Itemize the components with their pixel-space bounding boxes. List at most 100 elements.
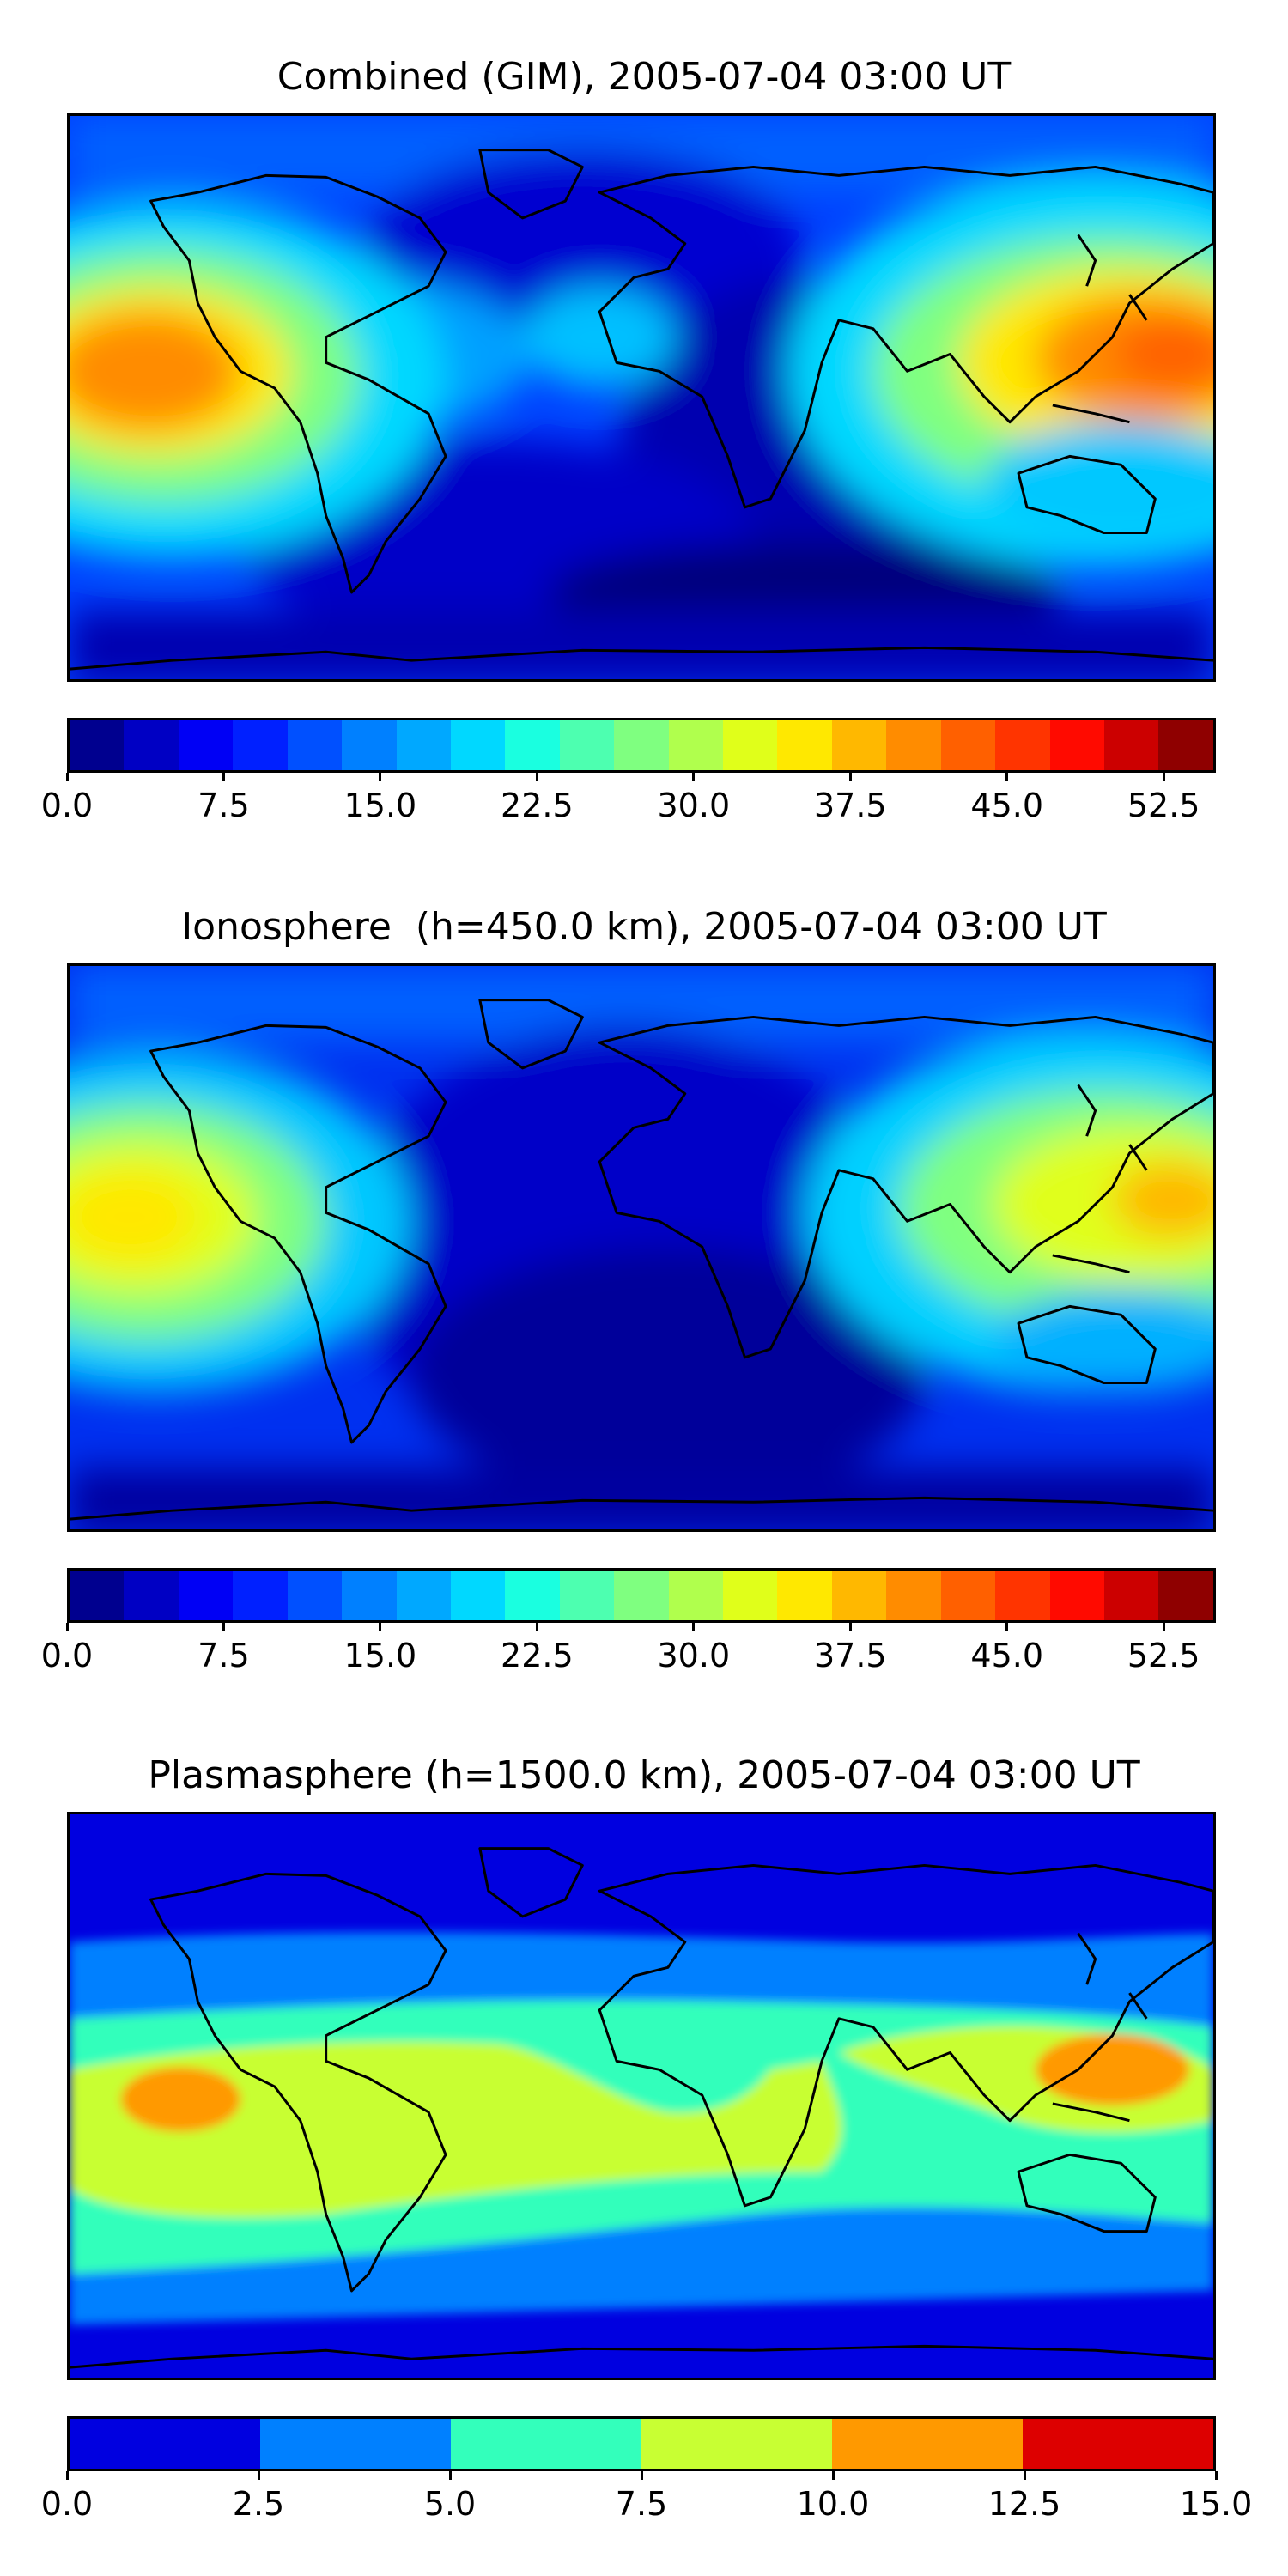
colorbar-tick [222,773,225,781]
colorbar-tick [1023,2471,1026,2480]
colorbar-segment [505,1571,560,1620]
colorbar-segment [668,720,724,770]
colorbar-segment [124,1571,179,1620]
colorbar-segment [723,720,778,770]
colorbar-tick [1005,1623,1009,1631]
colorbar-segment [178,1571,234,1620]
colorbar-segment [233,1571,288,1620]
colorbar-tick [257,2471,260,2480]
colorbar-tick-label: 37.5 [813,1637,887,1674]
colorbar-tick-label: 12.5 [987,2485,1061,2523]
colorbar-segment [559,1571,615,1620]
colorbar-plasmasphere [67,2416,1216,2471]
colorbar-tick [848,1623,852,1631]
colorbar-segment [287,720,343,770]
colorbar-ionosphere [67,1568,1216,1623]
colorbar-ticks-plasmasphere: 0.0 2.5 5.0 7.5 10.0 12.5 15.0 [41,2471,1252,2531]
colorbar-segment [723,1571,778,1620]
map-ionosphere [67,963,1216,1532]
colorbar-segment [831,720,887,770]
colorbar-tick-label: 45.0 [970,1637,1044,1674]
panel-title-combined: Combined (GIM), 2005-07-04 03:00 UT [276,55,1012,99]
colorbar-segment [777,1571,832,1620]
colorbar-segment [178,720,234,770]
colorbar-segment [124,720,179,770]
colorbar-segment [1158,1571,1213,1620]
colorbar-tick [692,1623,696,1631]
colorbar-segment [342,1571,397,1620]
colorbar-tick-label: 0.0 [40,2485,94,2523]
map-combined [67,113,1216,682]
colorbar-segment [505,720,560,770]
colorbar-tick [831,2471,835,2480]
colorbar-tick-label: 7.5 [615,2485,668,2523]
colorbar-tick-label: 15.0 [1179,2485,1253,2523]
colorbar-tick-label: 15.0 [343,1637,417,1674]
colorbar-tick [535,773,538,781]
colorbar-tick [222,1623,225,1631]
colorbar-tick-label: 22.5 [501,787,574,824]
colorbar-tick-label: 30.0 [657,787,731,824]
colorbar-tick-label: 0.0 [40,787,94,824]
colorbar-segment [1158,720,1213,770]
colorbar-segment [641,2419,832,2469]
colorbar-segment [70,1571,125,1620]
colorbar-ticks-combined: 0.0 7.5 15.0 22.5 30.0 37.5 45.0 52.5 [41,773,1216,833]
colorbar-tick-label: 15.0 [343,787,417,824]
colorbar-segment [1104,720,1159,770]
colorbar-tick-label: 30.0 [657,1637,731,1674]
colorbar-segment [668,1571,724,1620]
colorbar-segment [450,720,506,770]
colorbar-tick [535,1623,538,1631]
colorbar-segment [287,1571,343,1620]
colorbar-tick-label: 45.0 [970,787,1044,824]
colorbar-segment [995,720,1050,770]
colorbar-segment [614,720,669,770]
colorbar-tick [640,2471,643,2480]
colorbar-tick [379,773,382,781]
colorbar-segment [342,720,397,770]
colorbar-tick-label: 10.0 [796,2485,870,2523]
colorbar-ticks-ionosphere: 0.0 7.5 15.0 22.5 30.0 37.5 45.0 52.5 [41,1623,1216,1683]
colorbar-tick [692,773,696,781]
colorbar-tick-label: 7.5 [197,787,250,824]
colorbar-segment [614,1571,669,1620]
colorbar-tick-label: 0.0 [40,1637,94,1674]
colorbar-segment [1104,1571,1159,1620]
colorbar-segment [831,1571,887,1620]
colorbar-segment [233,720,288,770]
colorbar-tick [1162,1623,1165,1631]
colorbar-tick-label: 37.5 [813,787,887,824]
colorbar-tick [848,773,852,781]
colorbar-segment [940,1571,996,1620]
colorbar-segment [450,1571,506,1620]
colorbar-tick [65,1623,69,1631]
colorbar-segment [940,720,996,770]
map-plasmasphere [67,1812,1216,2380]
colorbar-segment [260,2419,451,2469]
colorbar-tick [65,2471,69,2480]
colorbar-segment [832,2419,1023,2469]
colorbar-segment [559,720,615,770]
panel-title-ionosphere: Ionosphere (h=450.0 km), 2005-07-04 03:0… [181,905,1107,949]
colorbar-segment [1049,720,1105,770]
colorbar-segment [886,1571,941,1620]
colorbar-tick-label: 5.0 [423,2485,477,2523]
colorbar-tick-label: 52.5 [1127,787,1200,824]
colorbar-segment [451,2419,641,2469]
colorbar-segment [995,1571,1050,1620]
panel-title-plasmasphere: Plasmasphere (h=1500.0 km), 2005-07-04 0… [148,1753,1140,1797]
colorbar-segment [70,720,125,770]
colorbar-segment [396,1571,451,1620]
colorbar-segment [1049,1571,1105,1620]
colorbar-tick [1162,773,1165,781]
colorbar-tick [1005,773,1009,781]
colorbar-segment [777,720,832,770]
colorbar-tick-label: 7.5 [197,1637,250,1674]
colorbar-tick [65,773,69,781]
colorbar-segment [1023,2419,1213,2469]
colorbar-segment [886,720,941,770]
colorbar-segment [396,720,451,770]
colorbar-combined [67,718,1216,773]
colorbar-tick [448,2471,452,2480]
